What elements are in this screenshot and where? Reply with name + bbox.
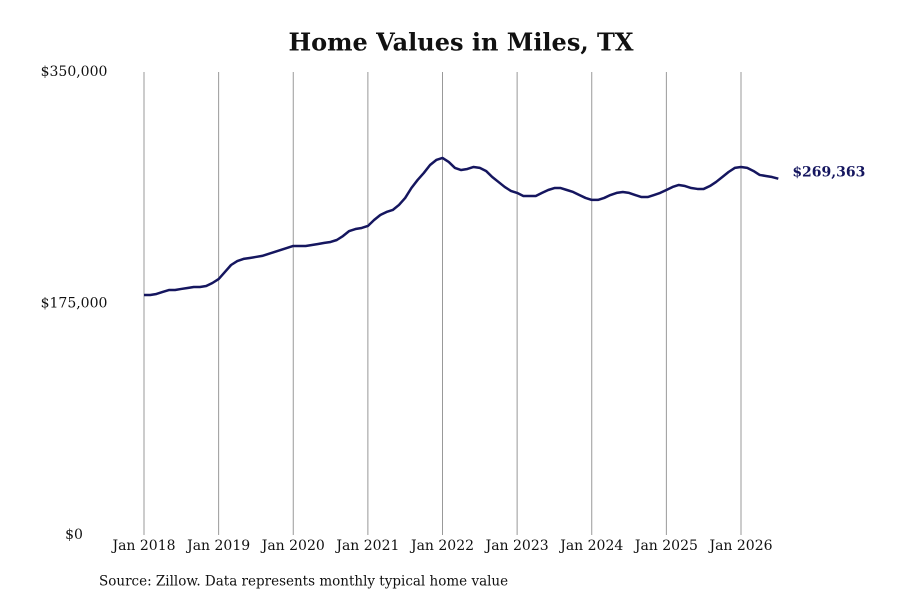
source-note: Source: Zillow. Data represents monthly … xyxy=(99,574,508,590)
x-tick-label: Jan 2022 xyxy=(409,538,474,554)
chart-title: Home Values in Miles, TX xyxy=(288,28,633,57)
y-tick-label: $0 xyxy=(65,527,83,543)
x-tick-label: Jan 2024 xyxy=(558,538,623,554)
x-tick-label: Jan 2023 xyxy=(484,538,549,554)
x-tick-label: Jan 2019 xyxy=(185,538,250,554)
x-tick-label: Jan 2025 xyxy=(633,538,698,554)
y-tick-label: $175,000 xyxy=(41,296,108,312)
x-tick-label: Jan 2018 xyxy=(110,538,175,554)
y-tick-label: $350,000 xyxy=(41,64,108,80)
x-tick-label: Jan 2026 xyxy=(707,538,772,554)
x-tick-label: Jan 2021 xyxy=(334,538,399,554)
x-tick-label: Jan 2020 xyxy=(260,538,325,554)
value-label: $269,363 xyxy=(792,165,865,181)
line xyxy=(144,156,779,297)
